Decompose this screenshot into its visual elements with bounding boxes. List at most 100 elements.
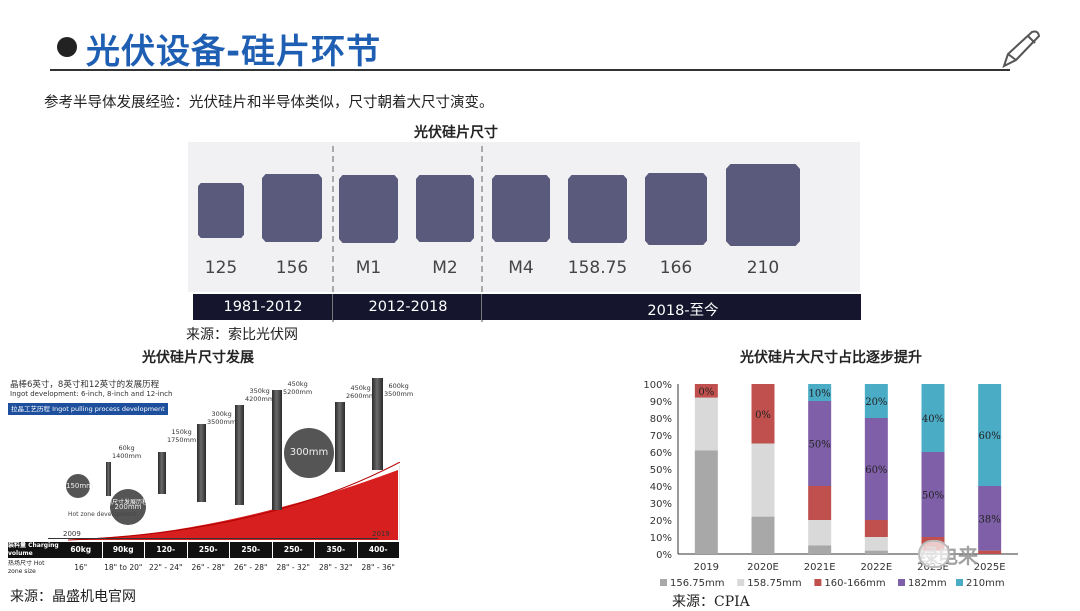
- ingot-rod: [372, 378, 383, 470]
- ingot-rod-label: 150kg 1750mm: [167, 428, 197, 444]
- pen-icon: [1002, 30, 1041, 68]
- trend-label-cn: 热场尺寸发展历程: [100, 499, 149, 506]
- wafer-source: 来源：索比光伏网: [186, 327, 298, 343]
- legend-label: 210mm: [966, 578, 1005, 589]
- table-row-cell: 26" - 28": [187, 560, 229, 576]
- table-head-cell: 90kg: [102, 542, 144, 558]
- share-chart-title: 光伏硅片大尺寸占比逐步提升: [740, 350, 922, 366]
- period-divider: [481, 146, 483, 322]
- table-row-cell: 16": [60, 560, 102, 576]
- data-label: 10%: [809, 389, 831, 400]
- y-tick-label: 30%: [650, 499, 672, 510]
- bar-segment: [808, 401, 832, 486]
- y-tick-label: 80%: [650, 414, 672, 425]
- bar-segment: [808, 486, 832, 520]
- timeline-divider: [332, 294, 333, 320]
- ingot-rod: [158, 452, 166, 494]
- table-head-cell: 400-600kg: [357, 542, 399, 570]
- ingot-source: 来源：晶盛机电官网: [10, 589, 136, 605]
- table-row-cell: 18" to 20": [102, 560, 144, 576]
- legend-label: 160-166mm: [824, 578, 885, 589]
- x-tick-label: 2019: [694, 562, 719, 573]
- ingot-rod: [106, 462, 111, 496]
- wafer-size-label: 210: [746, 258, 780, 278]
- ingot-rod-label: 600kg 3500mm: [384, 382, 414, 398]
- ingot-header-en: Ingot development: 6-inch, 8-inch and 12…: [10, 390, 173, 398]
- y-tick-label: 20%: [650, 516, 672, 527]
- wafer-4: [492, 175, 550, 242]
- ingot-rod-label: 450kg 2600mm: [346, 384, 376, 400]
- wafer-diameter-circle: 300mm: [284, 428, 334, 478]
- x-tick-label: 2021E: [804, 562, 836, 573]
- data-label: 40%: [922, 414, 944, 425]
- y-tick-label: 10%: [650, 533, 672, 544]
- ingot-header-cn: 晶棒6英寸，8英寸和12英寸的发展历程: [10, 380, 160, 390]
- wafer-5: [568, 175, 627, 243]
- x-tick-label: 2022E: [860, 562, 892, 573]
- data-label: 0%: [755, 410, 771, 421]
- table-head-label: 装料量 Charging volume: [8, 542, 60, 558]
- timeline-period: 2012-2018: [368, 299, 448, 315]
- wafer-size-label: 158.75: [567, 258, 628, 278]
- legend-label: 158.75mm: [747, 578, 801, 589]
- bar-segment: [864, 520, 888, 537]
- legend-swatch: [814, 579, 822, 586]
- table-head-cell: 250-350kg: [272, 542, 314, 570]
- y-tick-label: 0%: [656, 550, 672, 561]
- page-title: 光伏设备-硅片环节: [86, 32, 382, 72]
- year-axis: [48, 538, 378, 539]
- wafer-0: [198, 183, 244, 238]
- bar-segment: [921, 384, 945, 452]
- wafer-size-label: 166: [659, 258, 693, 278]
- wafer-1: [262, 174, 322, 242]
- wafer-size-label: M4: [508, 258, 534, 278]
- bar-segment: [864, 418, 888, 520]
- data-label: 0%: [698, 387, 714, 398]
- bar-segment: [751, 384, 775, 444]
- timeline-bar: 1981-2012 2012-2018 2018-至今: [193, 294, 861, 320]
- title-bullet: [57, 37, 77, 57]
- wafer-diameter-circle: 150mm: [66, 474, 93, 498]
- wafer-size-label: 156: [275, 258, 309, 278]
- wafer-size-label: 125: [204, 258, 238, 278]
- ingot-process-tag: 拉晶工艺历程 Ingot pulling process development: [8, 403, 168, 415]
- legend-swatch: [898, 579, 905, 586]
- table-row-cell: 22" - 24": [145, 560, 187, 576]
- wafer-size-label: M2: [432, 258, 458, 278]
- bar-segment: [864, 550, 888, 554]
- x-tick-label: 2020E: [747, 562, 779, 573]
- share-bar-chart: 0% 10% 20% 30% 40% 50% 60% 70% 80% 90% 100% 2019 202…: [643, 380, 1018, 589]
- bar-segment: [921, 452, 945, 537]
- ingot-rod: [197, 424, 206, 502]
- ingot-table: 装料量 Charging volume60kg90kg120-150kg250-…: [8, 542, 400, 582]
- bar-segment: [694, 397, 718, 451]
- table-row-cell: 28" - 32": [272, 560, 314, 576]
- timeline-period: 2018-至今: [647, 303, 719, 319]
- bar-segment: [864, 384, 888, 418]
- y-tick-label: 40%: [650, 482, 672, 493]
- legend-swatch: [956, 579, 963, 586]
- y-tick-label: 70%: [650, 431, 672, 442]
- wafer-2: [339, 175, 398, 243]
- y-tick-label: 90%: [650, 397, 672, 408]
- legend-label: 182mm: [908, 578, 947, 589]
- data-label: 60%: [979, 431, 1001, 442]
- bar-segment: [694, 450, 718, 554]
- wafer-size-title: 光伏硅片尺寸: [414, 125, 498, 141]
- data-label: 50%: [922, 491, 944, 502]
- bar-segment: [808, 520, 832, 546]
- y-tick-label: 60%: [650, 448, 672, 459]
- y-tick-label: 100%: [643, 380, 672, 391]
- ingot-rod: [272, 390, 282, 510]
- wafer-diameter-circle: 200mm: [110, 489, 146, 525]
- year-end: 2019: [372, 530, 390, 538]
- bar-segment: [808, 384, 832, 401]
- data-label: 50%: [809, 440, 831, 451]
- table-head-cell: 250-350kg: [230, 542, 272, 570]
- table-head-cell: 120-150kg: [145, 542, 187, 570]
- y-tick-label: 50%: [650, 465, 672, 476]
- wafer-size-label: M1: [355, 258, 382, 278]
- ingot-rod-label: 60kg 1400mm: [112, 444, 142, 460]
- trend-area: [67, 462, 400, 541]
- bar-segment: [751, 443, 775, 517]
